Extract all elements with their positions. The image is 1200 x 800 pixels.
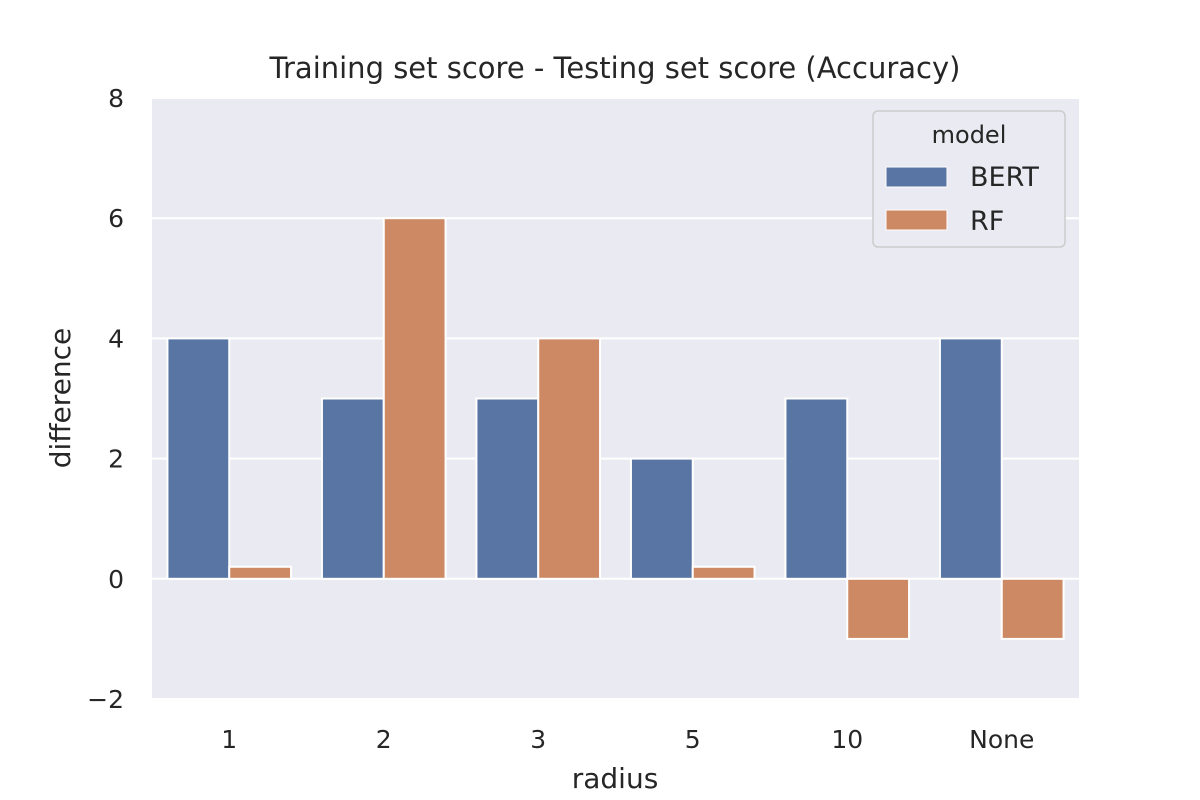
bar-rf-3 [537,337,602,580]
bar-bert-1 [166,337,231,580]
y-tick-label: −2 [87,685,124,714]
bar-rf-10 [846,577,911,640]
bar-bert-2 [320,397,385,580]
y-tick-label: 2 [108,445,124,474]
grid-lines [152,97,1079,700]
x-axis-label: radius [572,762,659,795]
bar-bert-none [938,337,1003,580]
x-tick-label: 1 [221,725,237,754]
legend-label-bert: BERT [970,162,1039,193]
legend-title: model [932,121,1007,149]
y-tick-label: 0 [108,565,124,594]
bar-bert-3 [475,397,540,580]
legend-label-rf: RF [970,206,1004,237]
bar-rf-5 [691,565,756,580]
bar-rf-2 [382,217,447,580]
legend: model BERT RF [872,110,1066,248]
bar-rf-1 [228,565,293,580]
legend-swatch-rf [885,209,948,231]
y-tick-label: 4 [108,324,124,353]
bar-bert-5 [629,457,694,580]
bar-bert-10 [784,397,849,580]
bar-rf-none [1000,577,1065,640]
x-tick-label: 2 [376,725,392,754]
x-tick-label: 10 [831,725,863,754]
x-axis-ticks: 1 2 3 5 10 None [221,725,1034,754]
legend-swatch-bert [885,166,948,188]
y-tick-label: 6 [108,204,124,233]
chart-title: Training set score - Testing set score (… [269,51,961,85]
y-axis-label: difference [44,328,77,469]
bars [166,217,1065,640]
y-tick-label: 8 [108,84,124,113]
x-tick-label: 3 [530,725,546,754]
x-tick-label: None [969,725,1034,754]
y-axis-ticks: −2 0 2 4 6 8 [87,84,124,714]
x-tick-label: 5 [685,725,701,754]
